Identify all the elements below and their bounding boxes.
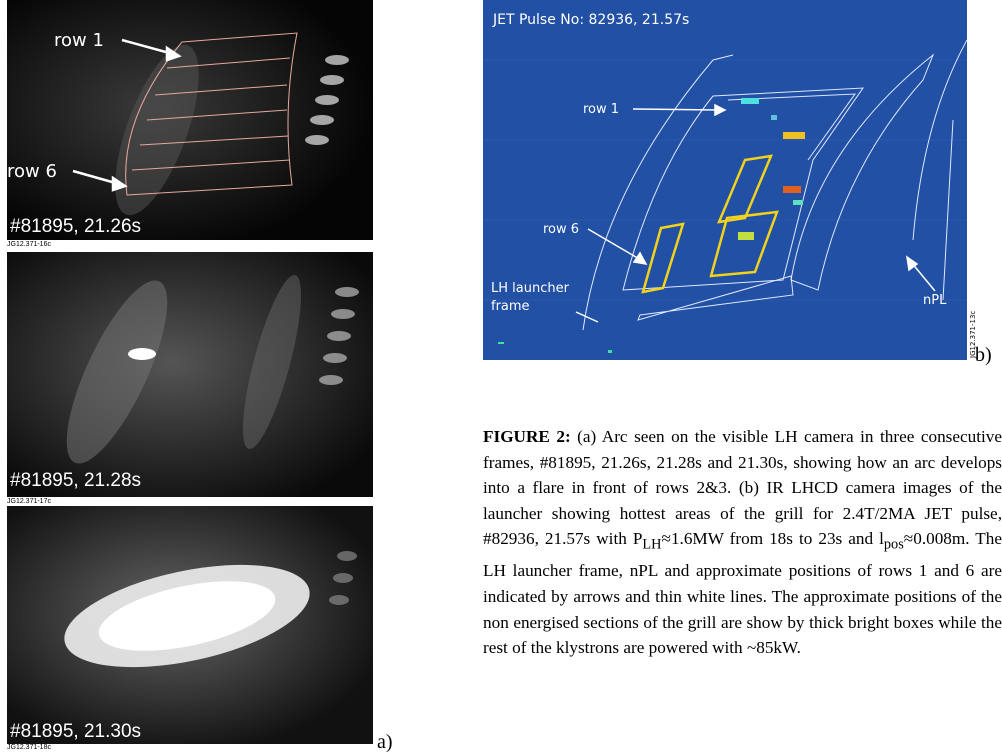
panel-label: b) — [975, 344, 992, 367]
frame-label: #81895, 21.28s — [10, 470, 141, 492]
annotation: row 1 — [583, 102, 619, 117]
page: row 1 row 6 #81895, 21.26s JG12.371-16c … — [0, 0, 1002, 754]
annotation: frame — [491, 299, 530, 314]
caption-subscript: LH — [642, 537, 661, 553]
figure-code: JG12.371-18c — [7, 744, 51, 751]
annotation: row 6 — [543, 222, 579, 237]
caption-lead: FIGURE 2: — [483, 427, 571, 446]
frame-label: #81895, 21.26s — [10, 216, 141, 238]
frame-label: #81895, 21.30s — [10, 721, 141, 743]
ir-image: JET Pulse No: 82936, 21.57s row 1 row 6 … — [483, 0, 967, 360]
frame-image: row 1 row 6 — [7, 0, 373, 240]
frame-image — [7, 252, 373, 497]
panel-label: a) — [377, 731, 393, 754]
caption-text: ≈1.6MW from 18s to 23s and l — [662, 529, 884, 548]
annotation: row 6 — [7, 161, 57, 182]
frame-image — [7, 506, 373, 744]
caption-text: ≈0.008m. The LH launcher frame, nPL and … — [483, 529, 1002, 657]
annotation: nPL — [923, 293, 947, 308]
figure-code: JG12.371-16c — [7, 241, 51, 248]
caption: FIGURE 2: (a) Arc seen on the visible LH… — [483, 424, 1002, 661]
figure-code: JG12.371-17c — [7, 498, 51, 505]
annotation: LH launcher — [491, 281, 570, 296]
image-title: JET Pulse No: 82936, 21.57s — [492, 12, 689, 28]
caption-subscript: pos — [884, 537, 904, 553]
annotation: row 1 — [54, 30, 104, 51]
